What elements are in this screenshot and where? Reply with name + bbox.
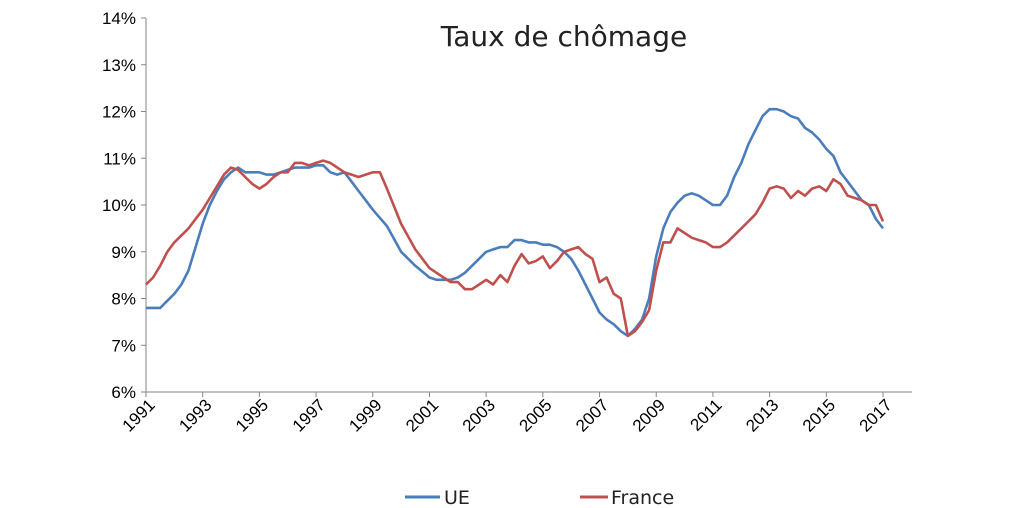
y-tick-label: 13% (102, 56, 136, 75)
chart-title: Taux de chômage (440, 20, 687, 53)
x-tick-label: 2017 (856, 395, 896, 435)
x-tick-label: 2007 (572, 395, 612, 435)
x-tick-label: 1999 (345, 395, 385, 435)
y-tick-label: 7% (111, 336, 136, 355)
x-axis-ticks: 1991 1993 1995 1997 1999 2001 2003 2005 2007 2009… (119, 392, 896, 436)
x-tick-label: 1993 (175, 395, 215, 435)
x-tick-label: 2011 (686, 395, 725, 434)
y-tick-label: 10% (102, 196, 136, 215)
x-tick-label: 2009 (629, 395, 669, 435)
y-tick-label: 14% (102, 9, 136, 28)
x-tick-label: 1997 (289, 395, 329, 435)
series-line-ue (146, 107, 885, 338)
legend-label-france: France (611, 487, 674, 508)
series-lines (145, 107, 885, 338)
y-tick-label: 6% (111, 383, 136, 402)
x-tick-label: 2013 (742, 395, 782, 435)
y-axis-ticks: 6% 7% 8% 9% 10% 11% 12% 13% 14% (102, 9, 146, 402)
legend-label-ue: UE (444, 487, 470, 508)
x-tick-label: 2005 (515, 395, 555, 435)
y-tick-label: 12% (102, 103, 136, 122)
legend: UE France (405, 487, 674, 508)
x-tick-label: 1995 (232, 395, 272, 435)
y-tick-label: 9% (111, 243, 136, 262)
x-tick-label: 2015 (799, 395, 839, 435)
y-tick-label: 11% (103, 149, 136, 168)
series-line-france (145, 159, 885, 338)
y-tick-label: 8% (111, 290, 136, 309)
x-tick-label: 2001 (402, 395, 442, 435)
x-tick-label: 2003 (459, 395, 499, 435)
